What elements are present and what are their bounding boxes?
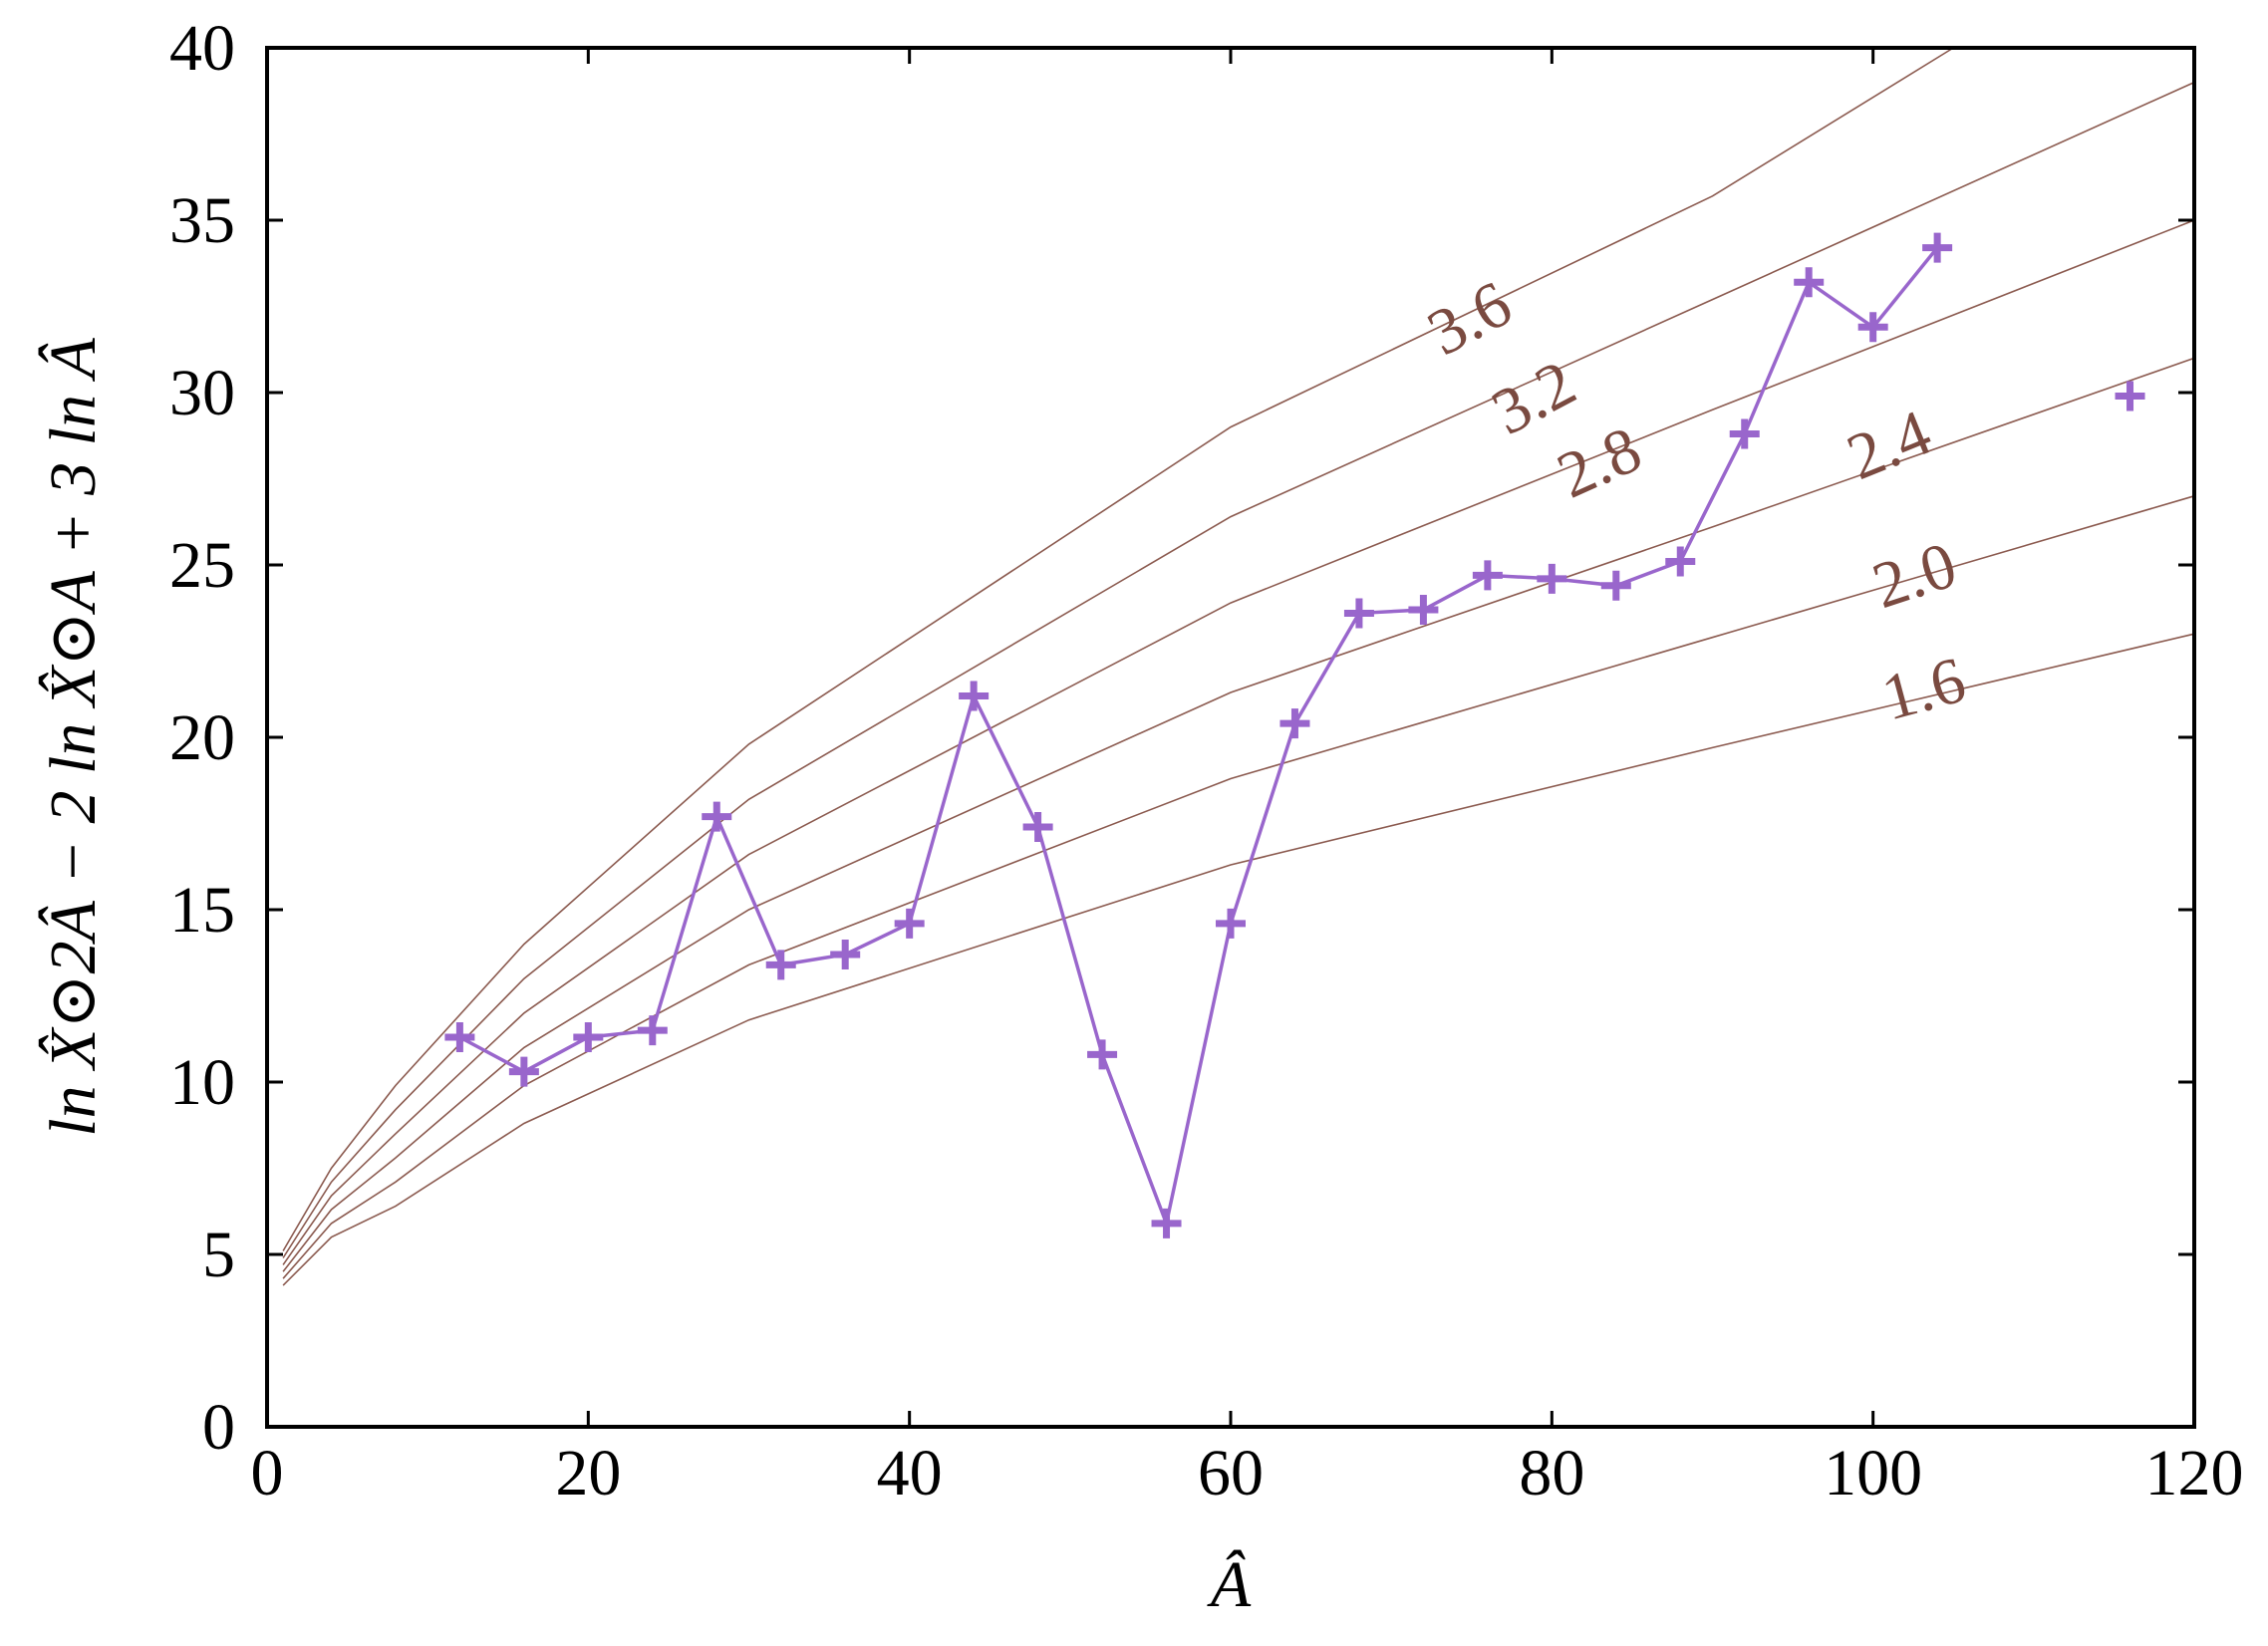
contour-labels: 3.63.22.8 2.4 2.0 1.6	[1416, 267, 1973, 734]
data-point	[702, 801, 732, 832]
data-point	[1472, 560, 1503, 591]
y-tick-label: 15	[169, 874, 235, 947]
data-series	[444, 232, 2145, 1238]
y-tick-label: 20	[169, 701, 235, 774]
data-point	[959, 681, 990, 711]
contour-label: 3.2	[1481, 347, 1587, 449]
data-point	[1857, 312, 1888, 343]
y-tick-label: 5	[202, 1219, 235, 1291]
y-tick-label: 30	[169, 357, 235, 429]
x-tick-label: 100	[1824, 1437, 1922, 1509]
x-tick-label: 40	[877, 1437, 943, 1509]
y-axis-ticks: 0 5 10 15 20 25 30 35 40	[169, 12, 2194, 1464]
data-point	[1022, 811, 1053, 842]
data-point	[1408, 594, 1439, 625]
data-point	[765, 950, 796, 980]
data-point	[894, 908, 925, 939]
contour-label: 2.8	[1547, 412, 1651, 512]
contour-label: 3.6	[1416, 267, 1523, 370]
x-tick-label: 120	[2145, 1437, 2244, 1509]
data-point	[1279, 708, 1310, 739]
contour-line-3.2	[282, 81, 2195, 1258]
data-point	[444, 1022, 475, 1053]
y-tick-label: 10	[169, 1046, 235, 1119]
y-tick-label: 40	[169, 12, 235, 85]
y-axis-label: ln X̂⊙2Â − 2 ln X̂⊙A + 3 ln Â	[37, 338, 110, 1137]
x-axis-label: Â	[1207, 1548, 1252, 1621]
data-point	[1537, 563, 1567, 594]
x-tick-label: 80	[1519, 1437, 1584, 1509]
contour-line-2.4	[282, 357, 2195, 1272]
x-tick-label: 60	[1198, 1437, 1264, 1509]
data-point	[508, 1056, 539, 1087]
data-point	[1087, 1039, 1118, 1070]
data-point	[1665, 546, 1696, 577]
data-point	[1600, 570, 1631, 601]
plot-frame	[265, 46, 2196, 1429]
contour-line-2.0	[282, 495, 2195, 1279]
x-tick-label: 20	[555, 1437, 621, 1509]
y-tick-label: 0	[202, 1391, 235, 1464]
contour-label: 2.4	[1838, 396, 1941, 494]
contour-label: 1.6	[1874, 644, 1973, 735]
data-point	[1216, 908, 1246, 939]
y-tick-label: 25	[169, 529, 235, 602]
data-point	[1729, 418, 1760, 449]
y-tick-label: 35	[169, 184, 235, 257]
contour-lines	[282, 47, 2195, 1286]
data-point	[1922, 232, 1953, 263]
data-point	[637, 1015, 668, 1046]
data-point	[1794, 267, 1825, 298]
data-point	[1343, 598, 1374, 629]
contour-line-2.8	[282, 219, 2195, 1265]
x-tick-label: 0	[251, 1437, 284, 1509]
contour-line-3.6	[282, 47, 1954, 1251]
data-point	[573, 1022, 604, 1053]
x-axis-ticks: 0 20 40 60 80 100 120	[251, 48, 2244, 1509]
series-line	[458, 246, 1939, 1231]
contour-label: 2.0	[1864, 528, 1965, 623]
data-point	[830, 939, 861, 969]
data-point	[2115, 381, 2145, 412]
data-point	[1151, 1208, 1182, 1238]
contour-line-1.6	[282, 633, 2195, 1286]
